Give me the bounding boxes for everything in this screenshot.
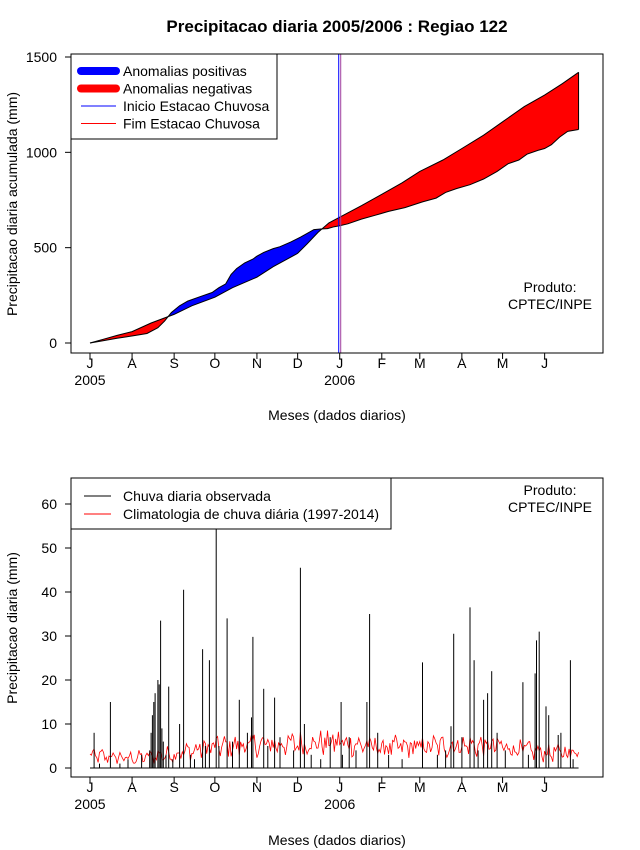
- product-label-line1: Produto:: [524, 279, 577, 295]
- x-tick-label: M: [497, 355, 509, 371]
- legend-label: Chuva diaria observada: [123, 488, 271, 504]
- x-tick-label: J: [541, 355, 548, 371]
- x-tick-label: S: [169, 779, 178, 795]
- x-tick-label: A: [457, 779, 467, 795]
- y-tick-label: 0: [49, 335, 57, 351]
- negative-anomaly-area: [322, 72, 579, 229]
- climatology-accumulated-line: [89, 71, 579, 344]
- plot-frame: [70, 53, 604, 354]
- x-tick-label: O: [209, 355, 220, 371]
- x-tick-label: M: [414, 779, 426, 795]
- x-tick-label: D: [293, 779, 303, 795]
- legend-label: Fim Estacao Chuvosa: [123, 116, 260, 132]
- y-tick-label: 20: [41, 672, 57, 688]
- chart-title: Precipitacao diaria 2005/2006 : Regiao 1…: [166, 17, 507, 36]
- x-tick-label: J: [87, 779, 94, 795]
- x-tick-label: N: [252, 355, 262, 371]
- x-tick-label: A: [127, 779, 137, 795]
- legend-label: Inicio Estacao Chuvosa: [123, 98, 270, 114]
- y-axis-label: Precipitacao diaria acumulada (mm): [4, 92, 20, 316]
- x-tick-label: F: [378, 355, 387, 371]
- legend-label: Climatologia de chuva diária (1997-2014): [123, 506, 379, 522]
- y-tick-label: 40: [41, 584, 57, 600]
- product-label-line2: CPTEC/INPE: [508, 499, 592, 515]
- y-tick-label: 0: [49, 760, 57, 776]
- x-tick-label: O: [209, 779, 220, 795]
- y-axis: 0 500 1000 1500: [26, 49, 71, 351]
- x-tick-label: J: [87, 355, 94, 371]
- x-year-label: 2006: [324, 796, 355, 812]
- y-tick-label: 50: [41, 540, 57, 556]
- y-axis-label: Precipitacao diaria (mm): [4, 552, 20, 704]
- y-tick-label: 500: [34, 240, 58, 256]
- x-tick-label: M: [497, 779, 509, 795]
- x-tick-label: M: [414, 355, 426, 371]
- x-tick-label: A: [127, 355, 137, 371]
- x-axis-label: Meses (dados diarios): [268, 407, 406, 423]
- x-year-label: 2005: [74, 372, 105, 388]
- y-tick-label: 10: [41, 716, 57, 732]
- legend-label: Anomalias positivas: [123, 63, 247, 79]
- x-tick-label: N: [252, 779, 262, 795]
- legend-box: [70, 477, 392, 530]
- x-tick-label: F: [378, 779, 387, 795]
- x-tick-label: A: [457, 355, 467, 371]
- legend: Anomalias positivas Anomalias negativasIn…: [70, 53, 278, 140]
- y-tick-label: 60: [41, 496, 57, 512]
- negative-anomaly-area: [91, 315, 169, 343]
- y-tick-label: 1500: [26, 49, 57, 65]
- x-tick-label: J: [336, 779, 343, 795]
- x-tick-label: D: [293, 355, 303, 371]
- observed-accumulated-line: [89, 129, 579, 344]
- y-tick-label: 30: [41, 628, 57, 644]
- observed-bars-layer: [90, 478, 579, 769]
- x-tick-label: J: [336, 355, 343, 371]
- product-label-line1: Produto:: [524, 482, 577, 498]
- x-tick-label: J: [541, 779, 548, 795]
- accumulated-lines-layer: [89, 54, 580, 353]
- x-tick-label: S: [169, 355, 178, 371]
- x-axis-label: Meses (dados diarios): [268, 832, 406, 848]
- y-tick-label: 1000: [26, 144, 57, 160]
- product-label-line2: CPTEC/INPE: [508, 296, 592, 312]
- legend: Chuva diaria observada Climatologia de ch…: [70, 477, 392, 530]
- y-axis: 0 10 20 30 40 50 60: [41, 496, 71, 776]
- x-year-label: 2006: [324, 372, 355, 388]
- x-year-label: 2005: [74, 796, 105, 812]
- positive-anomaly-area: [168, 228, 323, 317]
- legend-label: Anomalias negativas: [123, 81, 252, 97]
